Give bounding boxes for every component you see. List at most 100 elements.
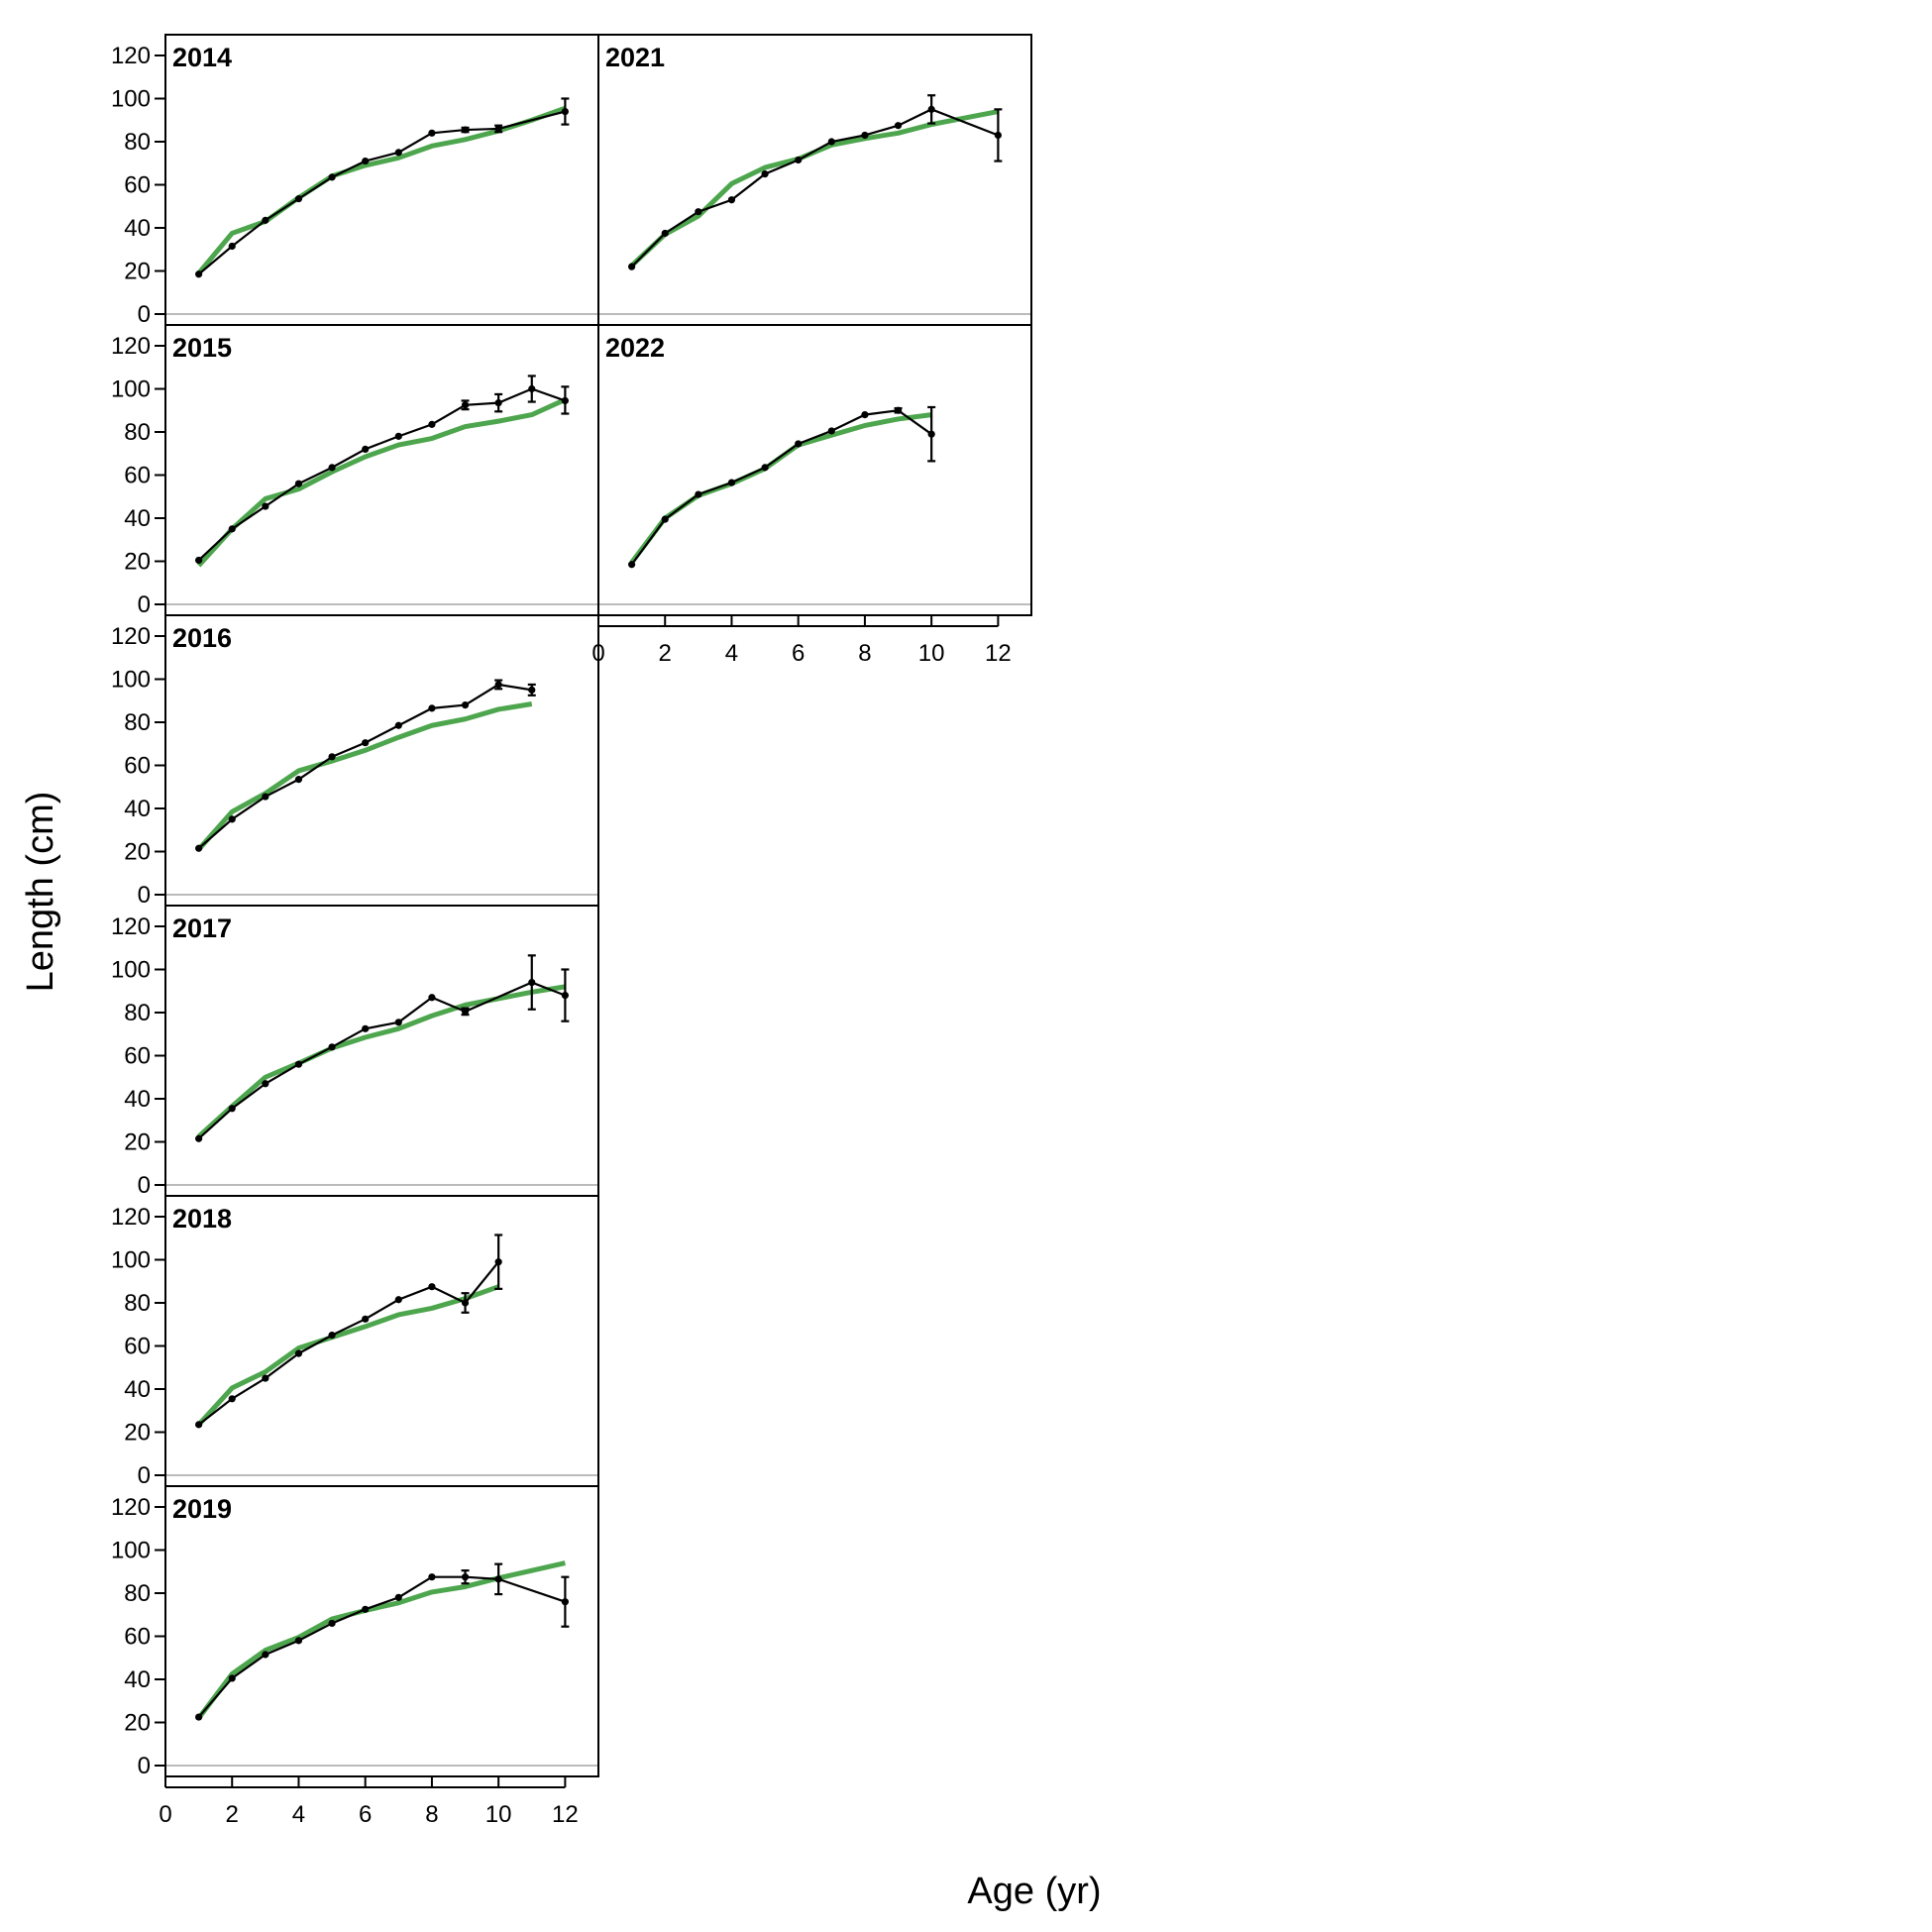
x-tick-label: 8 (425, 1801, 438, 1828)
observed-point (561, 107, 569, 116)
panel-frame (164, 1195, 599, 1487)
observed-point (827, 427, 835, 435)
observed-point (328, 1332, 336, 1340)
observed-point (195, 1713, 203, 1721)
observed-point (461, 401, 470, 409)
observed-point (294, 195, 303, 203)
observed-point (894, 406, 903, 414)
y-tick-label: 40 (124, 1666, 151, 1693)
panel-label: 2022 (605, 333, 665, 363)
observed-point (461, 1008, 470, 1016)
observed-point (195, 270, 203, 278)
observed-point (394, 1019, 402, 1026)
x-tick-label: 4 (725, 640, 738, 667)
observed-point (461, 701, 470, 709)
observed-point (494, 1575, 502, 1583)
observed-line (197, 683, 532, 850)
observed-point (195, 844, 203, 852)
y-tick-label: 120 (111, 623, 151, 650)
observed-point (628, 263, 636, 270)
observed-line (630, 108, 999, 268)
observed-point (394, 1593, 402, 1601)
observed-line (197, 981, 566, 1140)
y-tick-label: 80 (124, 1580, 151, 1607)
observed-point (861, 411, 869, 419)
observed-point (328, 753, 336, 761)
observed-point (927, 430, 935, 438)
observed-point (228, 815, 236, 823)
y-tick-label: 120 (111, 1204, 151, 1231)
observed-line (630, 409, 932, 566)
observed-point (294, 480, 303, 487)
observed-point (394, 721, 402, 729)
y-tick-label: 0 (138, 882, 151, 909)
x-tick-label: 12 (985, 640, 1012, 667)
y-tick-label: 40 (124, 215, 151, 242)
y-tick-label: 100 (111, 957, 151, 984)
panel-label: 2017 (172, 913, 232, 943)
observed-point (761, 170, 769, 178)
observed-point (761, 464, 769, 472)
expected-line (196, 1284, 499, 1427)
x-tick-label: 2 (659, 640, 672, 667)
x-tick-label: 6 (359, 1801, 372, 1828)
y-tick-label: 120 (111, 333, 151, 360)
expected-line (629, 109, 999, 268)
y-tick-label: 80 (124, 709, 151, 736)
observed-point (727, 479, 736, 486)
observed-point (727, 196, 736, 204)
observed-point (428, 704, 436, 712)
y-tick-label: 120 (111, 43, 151, 69)
observed-point (262, 1374, 269, 1382)
panel-label: 2016 (172, 623, 232, 653)
panel-frame (597, 324, 1032, 616)
y-tick-label: 0 (138, 1753, 151, 1779)
y-tick-label: 40 (124, 1086, 151, 1113)
y-tick-label: 20 (124, 839, 151, 866)
observed-point (262, 793, 269, 801)
observed-point (362, 1315, 370, 1323)
observed-point (628, 561, 636, 569)
observed-point (262, 1651, 269, 1659)
x-tick-label: 6 (792, 640, 805, 667)
y-tick-label: 80 (124, 1000, 151, 1026)
observed-point (362, 1605, 370, 1613)
observed-point (695, 208, 702, 216)
y-tick-label: 20 (124, 549, 151, 576)
observed-point (795, 156, 803, 164)
y-tick-label: 80 (124, 1290, 151, 1317)
x-tick-label: 2 (226, 1801, 239, 1828)
x-tick-label: 0 (159, 1801, 171, 1828)
observed-point (394, 1296, 402, 1304)
observed-point (328, 464, 336, 472)
expected-line (196, 701, 533, 851)
y-tick-label: 100 (111, 86, 151, 113)
observed-point (195, 556, 203, 565)
y-tick-label: 100 (111, 376, 151, 403)
panel-label: 2014 (172, 43, 232, 72)
observed-point (461, 1299, 470, 1307)
observed-line (197, 387, 566, 562)
observed-point (561, 1598, 569, 1606)
observed-point (362, 739, 370, 747)
observed-point (695, 490, 702, 498)
observed-line (197, 1575, 566, 1718)
x-tick-label: 10 (485, 1801, 512, 1828)
panel-frame (164, 34, 599, 326)
observed-point (228, 1105, 236, 1113)
panel-label: 2015 (172, 333, 232, 363)
panel-2015: 2015 0 20 40 60 80 100 120 (111, 324, 599, 618)
expected-line (196, 1560, 566, 1720)
x-tick-label: 12 (552, 1801, 579, 1828)
y-tick-label: 60 (124, 463, 151, 489)
observed-point (294, 776, 303, 784)
observed-point (461, 1573, 470, 1581)
observed-line (197, 1260, 500, 1426)
observed-point (461, 126, 470, 134)
y-axis-title: Length (cm) (20, 792, 61, 993)
y-tick-label: 20 (124, 1710, 151, 1737)
observed-point (494, 399, 502, 407)
x-tick-label: 8 (858, 640, 871, 667)
y-tick-label: 40 (124, 1376, 151, 1403)
